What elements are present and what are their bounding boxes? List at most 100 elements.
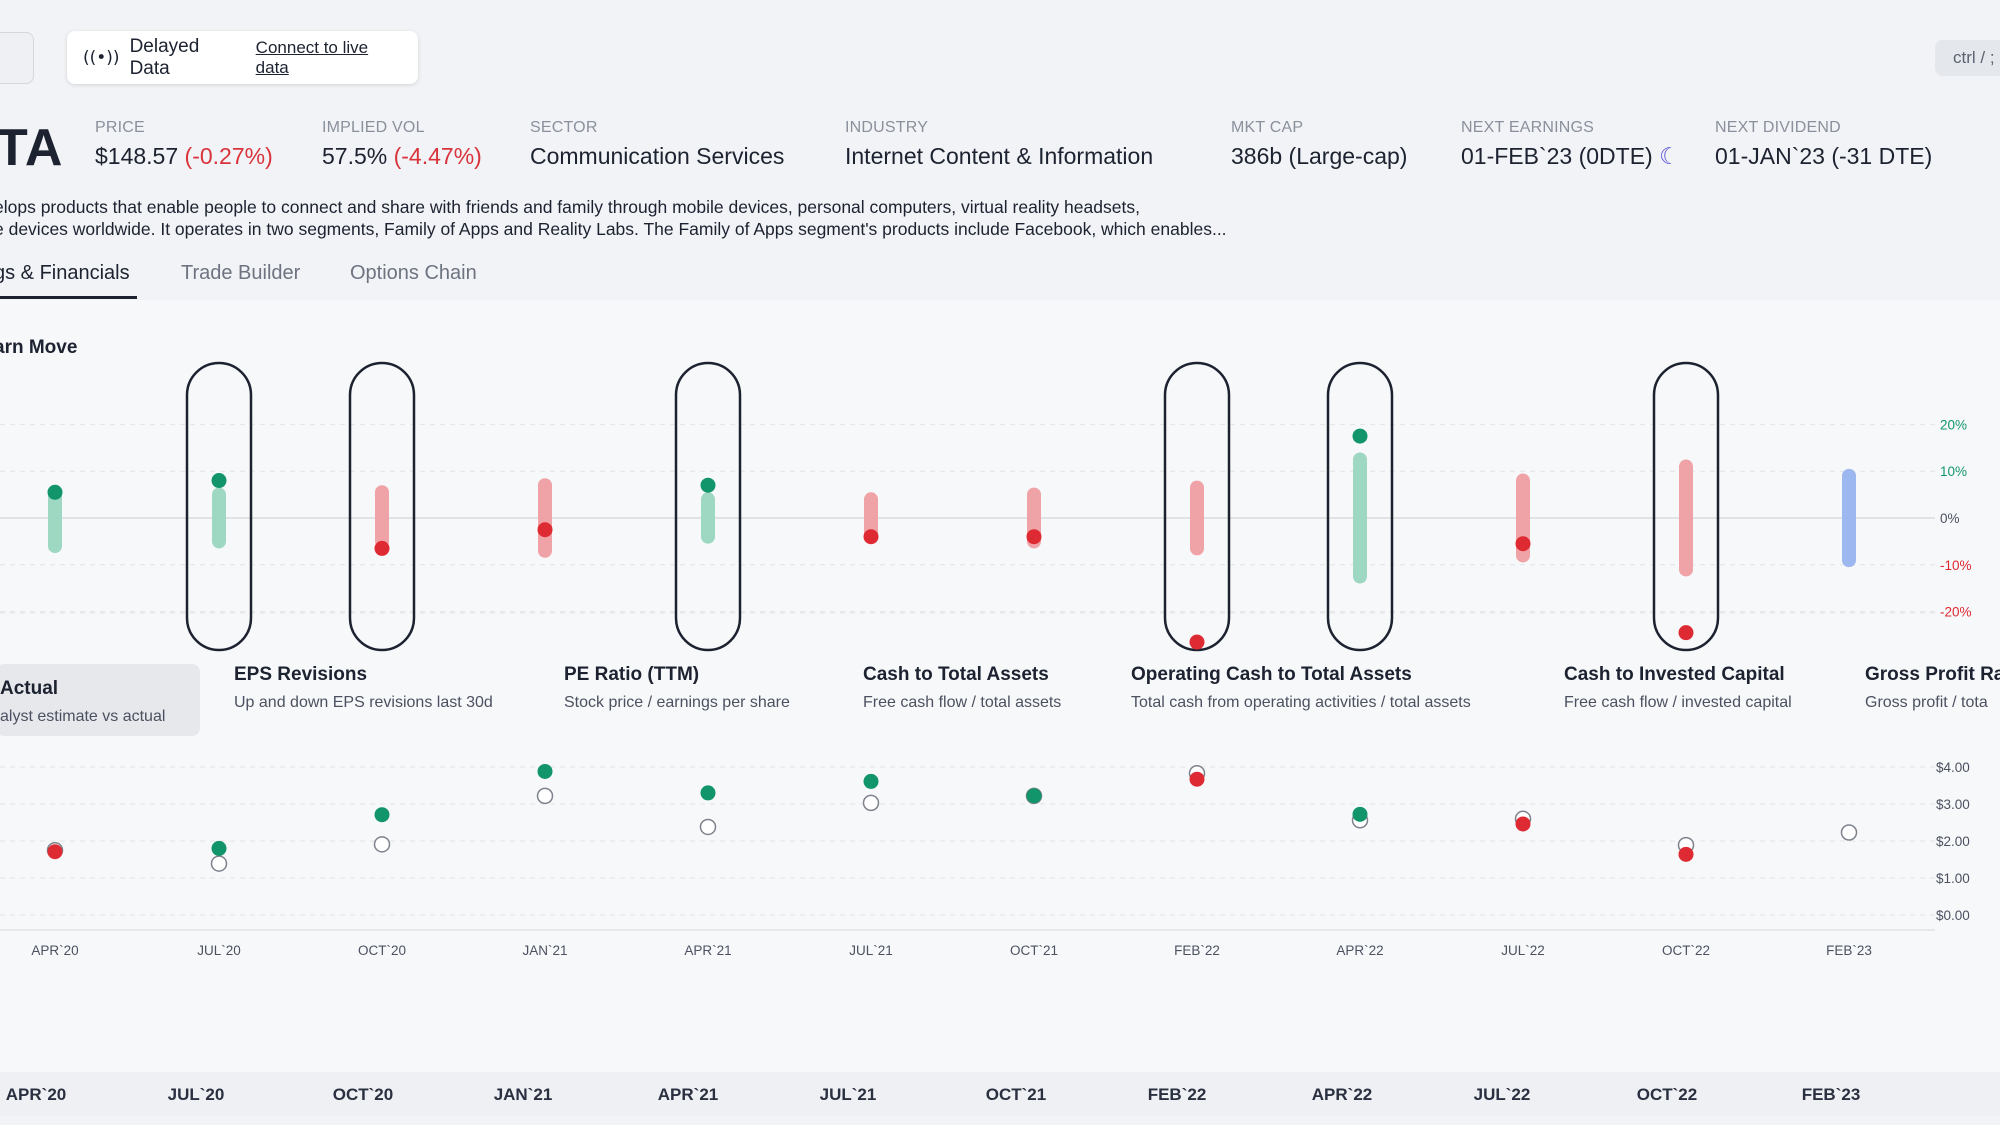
sector-value: Communication Services <box>530 143 785 169</box>
description-line: e devices worldwide. It operates in two … <box>0 219 1227 239</box>
x-tick-label: APR`21 <box>684 943 731 958</box>
description-line: elops products that enable people to con… <box>0 197 1140 217</box>
eps-estimate-point <box>210 855 228 872</box>
tab-earnings-financials[interactable]: gs & Financials <box>0 262 130 284</box>
price-value: $148.57 <box>95 143 179 169</box>
eps-actual-point <box>1352 806 1368 822</box>
price-change: (-0.27%) <box>184 143 273 169</box>
x-tick-label: OCT`21 <box>1010 943 1058 958</box>
earn-move-dots <box>47 428 1694 650</box>
company-description: elops products that enable people to con… <box>0 196 1274 240</box>
metric-card-cash-to-total-assets[interactable]: Cash to Total Assets Free cash flow / to… <box>863 664 1061 736</box>
eps-y-ticks: $4.00 $3.00 $2.00 $1.00 $0.00 <box>1936 760 1970 923</box>
x-tick-label: JUL`22 <box>1501 943 1545 958</box>
stat-industry: INDUSTRY Internet Content & Information <box>845 119 1153 170</box>
y-tick-label: $0.00 <box>1936 908 1970 923</box>
active-tab-indicator <box>0 296 137 299</box>
timeline-label[interactable]: APR`21 <box>657 1085 719 1104</box>
next-earnings-value: 01-FEB`23 (0DTE) <box>1461 143 1653 169</box>
actual-move-dot <box>863 529 879 545</box>
stat-next-earnings: NEXT EARNINGS 01-FEB`23 (0DTE) ☾ <box>1461 119 1680 170</box>
timeline-navigator[interactable] <box>0 1072 2000 1116</box>
metric-card-eps-revisions[interactable]: EPS Revisions Up and down EPS revisions … <box>234 664 493 736</box>
card-subtitle: Gross profit / tota <box>1865 694 1988 711</box>
x-tick-label: JAN`21 <box>522 943 567 958</box>
actual-move-dot <box>47 484 63 500</box>
y-tick-label: -10% <box>1940 558 1972 573</box>
timeline-label[interactable]: OCT`20 <box>332 1085 394 1104</box>
metric-card-gross-profit[interactable]: Gross Profit Ra Gross profit / tota <box>1865 664 2000 736</box>
card-title: Gross Profit Ra <box>1865 664 2000 685</box>
metric-card-operating-cash[interactable]: Operating Cash to Total Assets Total cas… <box>1131 664 1471 736</box>
actual-move-dot <box>211 473 227 489</box>
eps-actual-point <box>863 773 879 789</box>
x-tick-label: JUL`21 <box>849 943 893 958</box>
timeline-label[interactable]: OCT`22 <box>1636 1085 1698 1104</box>
timeline-label[interactable]: OCT`21 <box>985 1085 1047 1104</box>
stat-implied-vol: IMPLIED VOL 57.5% (-4.47%) <box>322 119 482 170</box>
tab-trade-builder[interactable]: Trade Builder <box>181 262 301 284</box>
actual-move-dot <box>1026 529 1042 545</box>
earnings-highlight-pill <box>1652 361 1720 652</box>
earnings-highlight-pill <box>1326 361 1394 652</box>
card-title: PE Ratio (TTM) <box>564 664 700 685</box>
x-tick-label: JUL`20 <box>197 943 241 958</box>
y-tick-label: $3.00 <box>1936 797 1970 812</box>
stat-price: PRICE $148.57 (-0.27%) <box>95 119 273 170</box>
timeline-label[interactable]: FEB`22 <box>1147 1085 1207 1104</box>
delayed-data-label: Delayed Data <box>129 35 200 79</box>
timeline-label[interactable]: JUL`21 <box>819 1085 877 1104</box>
earnings-highlight-pill <box>185 361 253 652</box>
card-subtitle: alyst estimate vs actual <box>0 708 166 725</box>
x-tick-label: OCT`22 <box>1662 943 1710 958</box>
eps-actual-chart: $4.00 $3.00 $2.00 $1.00 $0.00 APR`20 JUL`20 OC… <box>0 760 1970 958</box>
back-button[interactable] <box>0 32 34 84</box>
eps-actual-point <box>211 840 227 856</box>
actual-move-dot <box>374 540 390 556</box>
eps-estimate-point <box>862 794 880 812</box>
y-tick-label: 0% <box>1940 511 1960 526</box>
eps-actual-points <box>47 763 1694 862</box>
timeline-label[interactable]: JUL`22 <box>1473 1085 1531 1104</box>
connect-live-data-link[interactable]: Connect to live data <box>255 37 369 77</box>
tab-options-chain[interactable]: Options Chain <box>350 262 477 284</box>
tab-bar: gs & Financials Trade Builder Options Ch… <box>0 262 594 300</box>
stat-market-cap: MKT CAP 386b (Large-cap) <box>1231 119 1407 170</box>
actual-move-dot <box>1515 536 1531 552</box>
x-tick-label: FEB`23 <box>1826 943 1872 958</box>
card-subtitle: Free cash flow / total assets <box>863 694 1062 711</box>
eps-x-labels: APR`20 JUL`20 OCT`20 JAN`21 APR`21 JUL`21 OCT`… <box>31 943 1872 958</box>
actual-move-dot <box>537 522 553 538</box>
timeline-label[interactable]: JUL`20 <box>167 1085 225 1104</box>
iv-change: (-4.47%) <box>393 143 482 169</box>
actual-move-dot <box>1189 634 1205 650</box>
y-tick-label: $4.00 <box>1936 760 1970 775</box>
card-title: Cash to Total Assets <box>863 664 1049 685</box>
timeline-label[interactable]: APR`22 <box>1311 1085 1373 1104</box>
moon-icon: ☾ <box>1659 144 1680 170</box>
x-tick-label: OCT`20 <box>358 943 406 958</box>
timeline-label[interactable]: FEB`23 <box>1801 1085 1861 1104</box>
timeline-label[interactable]: JAN`21 <box>493 1085 553 1104</box>
earn-move-highlights <box>185 361 1720 652</box>
stat-label: IMPLIED VOL <box>322 119 425 136</box>
ticker-symbol: TA <box>0 119 64 177</box>
earnings-panel <box>0 300 2000 1072</box>
stat-label: PRICE <box>95 119 145 136</box>
eps-estimate-point <box>373 836 391 853</box>
metric-card-cash-to-invested-capital[interactable]: Cash to Invested Capital Free cash flow … <box>1564 664 1792 736</box>
timeline-label[interactable]: APR`20 <box>5 1085 67 1104</box>
earn-move-title: arn Move <box>0 337 78 358</box>
card-subtitle: Up and down EPS revisions last 30d <box>234 694 493 711</box>
earn-move-chart: 20% 10% 0% -10% -20% <box>0 361 1972 652</box>
eps-actual-point <box>1515 816 1531 832</box>
card-title: Operating Cash to Total Assets <box>1131 664 1412 685</box>
stat-sector: SECTOR Communication Services <box>530 119 784 170</box>
next-dividend-value: 01-JAN`23 (-31 DTE) <box>1715 143 1933 169</box>
eps-actual-point <box>374 807 390 823</box>
x-tick-label: FEB`22 <box>1174 943 1220 958</box>
metric-card-pe-ratio[interactable]: PE Ratio (TTM) Stock price / earnings pe… <box>564 664 790 736</box>
y-tick-label: 10% <box>1940 464 1967 479</box>
metric-card-actual[interactable]: Actual alyst estimate vs actual <box>0 664 200 736</box>
broadcast-icon: ((•)) <box>83 47 120 68</box>
